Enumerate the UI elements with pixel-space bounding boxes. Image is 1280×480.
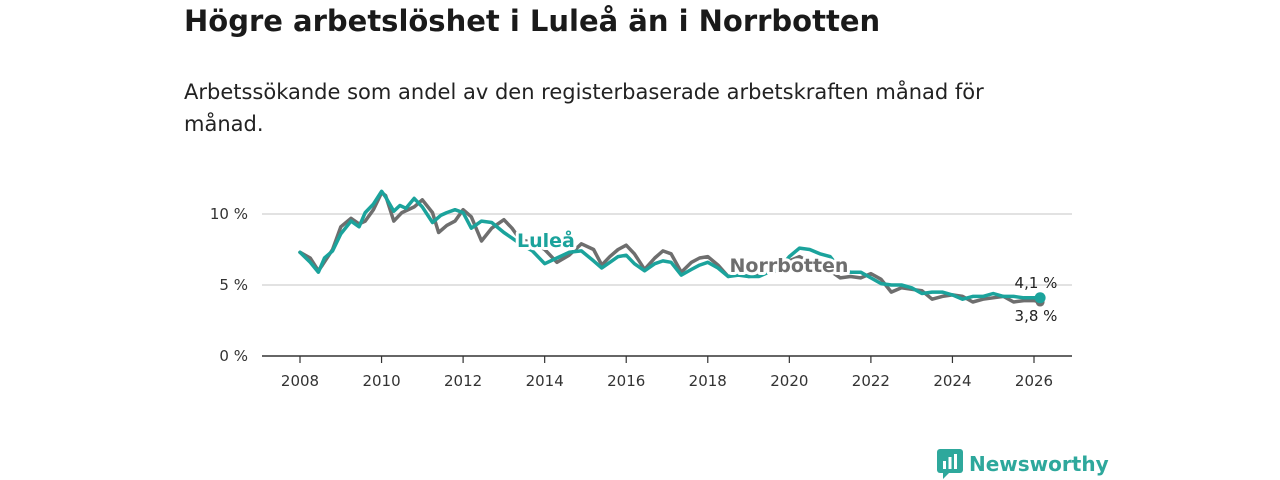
x-tick-label: 2022 — [852, 372, 890, 390]
x-tick-label: 2024 — [933, 372, 971, 390]
end-value-label: 3,8 % — [1015, 307, 1058, 325]
chart-title: Högre arbetslöshet i Luleå än i Norrbott… — [184, 4, 881, 38]
x-tick-label: 2018 — [689, 372, 727, 390]
newsworthy-logo-icon — [937, 449, 963, 479]
brand-logo[interactable]: Newsworthy — [937, 449, 1109, 479]
x-tick-label: 2026 — [1015, 372, 1053, 390]
end-value-label: 4,1 % — [1015, 274, 1058, 292]
series-label: Norrbotten — [730, 255, 849, 277]
series-label: Luleå — [517, 228, 575, 252]
y-tick-label: 5 % — [219, 276, 248, 294]
x-tick-label: 2014 — [526, 372, 564, 390]
x-tick-label: 2016 — [607, 372, 645, 390]
y-tick-label: 10 % — [210, 205, 248, 223]
y-tick-label: 0 % — [219, 347, 248, 365]
brand-name: Newsworthy — [969, 452, 1109, 476]
x-tick-label: 2020 — [770, 372, 808, 390]
x-tick-label: 2008 — [281, 372, 319, 390]
x-tick-label: 2010 — [362, 372, 400, 390]
chart-subtitle: Arbetssökande som andel av den registerb… — [184, 80, 984, 136]
x-tick-label: 2012 — [444, 372, 482, 390]
series-line-lule — [298, 189, 1042, 301]
end-marker — [1034, 292, 1046, 304]
line-chart: 0 % 5 % 10 % 2008 2010 2012 2014 2016 2018 2020 20… — [210, 189, 1072, 390]
